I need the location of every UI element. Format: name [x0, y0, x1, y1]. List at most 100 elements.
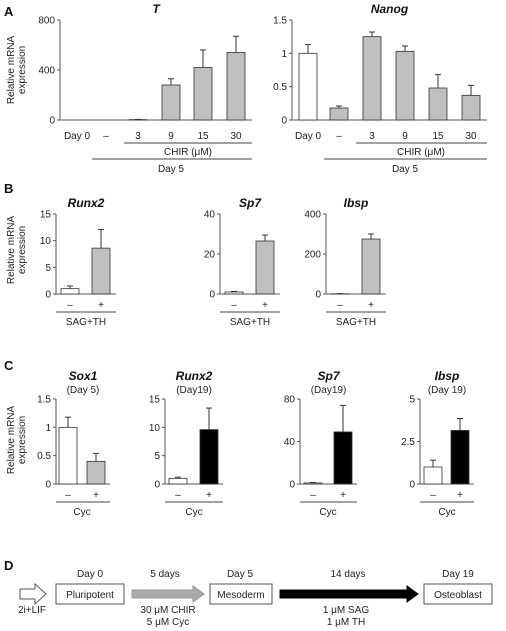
- start-arrow: [19, 582, 47, 606]
- bar: [168, 477, 188, 485]
- bar: [423, 466, 443, 485]
- protocol-diagram: 2i+LIF Day 0 Pluripotent 5 days 30 μM CH…: [18, 569, 493, 628]
- bar: [450, 430, 470, 485]
- chart-runx2-b: 0 5 10 15 Runx2: [40, 196, 116, 301]
- chart-title: Runx2: [176, 369, 213, 383]
- ylabel-a-line2: expression: [17, 46, 28, 94]
- y-tick-label: 0: [154, 480, 160, 491]
- stage-day-2: Day 19: [442, 569, 474, 580]
- step-cond2-0: 5 μM Cyc: [147, 617, 189, 628]
- y-tick-label: 5: [409, 395, 415, 406]
- y-tick-label: 0.5: [37, 451, 51, 462]
- y-tick-label: 10: [149, 423, 161, 434]
- stage-day-1: Day 5: [227, 569, 254, 580]
- chart-ibsp-b: 0 200 400 Ibsp: [304, 196, 386, 301]
- bar: [298, 52, 318, 121]
- y-tick-label: 1.5: [273, 16, 287, 27]
- panel-label-b: B: [4, 181, 13, 196]
- group-label-sox1-c: Cyc: [73, 507, 90, 518]
- step-cond1-1: 1 μM SAG: [323, 605, 370, 616]
- start-condition: 2i+LIF: [18, 605, 46, 616]
- chart-sp7-b: 0 20 40 Sp7: [204, 196, 280, 301]
- y-tick-label: 80: [284, 395, 296, 406]
- bar: [86, 460, 106, 485]
- y-tick-label: 5: [45, 263, 51, 274]
- bar: [226, 52, 246, 121]
- step-duration-1: 14 days: [330, 569, 365, 580]
- chart-sp7-c: 0 40 80 Sp7 (Day19): [284, 369, 357, 491]
- ylabel-a-line1: Relative mRNA: [6, 36, 17, 105]
- bar: [329, 107, 349, 121]
- bar: [224, 291, 244, 295]
- panel-label-a: A: [4, 4, 14, 19]
- y-tick-label: 10: [40, 236, 52, 247]
- bar: [333, 431, 353, 485]
- chart-subtitle: (Day 19): [428, 385, 466, 396]
- chart-sox1-c: 0 0.5 1 1.5 Sox1 (Day 5): [37, 369, 110, 491]
- chart-title: T: [152, 2, 161, 16]
- cat-label-runx2-c-1: –: [175, 490, 181, 501]
- y-tick-label: 200: [304, 250, 321, 261]
- bar: [361, 238, 381, 295]
- cat-label-sp7-c-1: –: [310, 490, 316, 501]
- bar: [255, 240, 275, 295]
- step-cond1-0: 30 μM CHIR: [140, 605, 195, 616]
- chart-title: Ibsp: [344, 196, 369, 210]
- day0-label-t: Day 0: [64, 131, 91, 142]
- group-label-sp7-c: Cyc: [319, 507, 336, 518]
- cat-label-sox1-c-1: –: [65, 490, 71, 501]
- cat-label-ibsp-c-1: –: [430, 490, 436, 501]
- y-tick-label: 1: [45, 423, 51, 434]
- cat-label-sp7-b-1: –: [231, 300, 237, 311]
- bar-charts: 0400800T00.511.5Nanog051015Runx202040Sp7…: [37, 2, 487, 491]
- cat-label-t-2: 3: [135, 131, 141, 142]
- bar: [58, 426, 78, 485]
- day0-label-nanog: Day 0: [295, 131, 322, 142]
- group-label-ibsp-c: Cyc: [438, 507, 455, 518]
- chart-title: Runx2: [68, 196, 105, 210]
- y-tick-label: 40: [284, 437, 296, 448]
- step-arrow-1: [279, 585, 419, 603]
- bar: [362, 36, 382, 121]
- y-tick-label: 1: [281, 49, 287, 60]
- cat-label-sp7-b-2: +: [262, 300, 268, 311]
- chart-t-a: 0 400 800 T: [38, 2, 252, 127]
- y-tick-label: 0.5: [273, 82, 287, 93]
- chart-title: Sp7: [317, 369, 340, 383]
- chart-title: Sox1: [69, 369, 98, 383]
- y-tick-label: 0: [45, 290, 51, 301]
- y-tick-label: 15: [40, 210, 52, 221]
- cat-label-ibsp-b-2: +: [368, 300, 374, 311]
- cat-label-sp7-c-2: +: [340, 490, 346, 501]
- cat-label-runx2-b-2: +: [98, 300, 104, 311]
- cat-label-t-4: 15: [197, 131, 209, 142]
- panel-a-right-annotations: Day 0 – 3 9 15 30 CHIR (μM) Day 5: [295, 131, 487, 175]
- bar: [395, 50, 415, 121]
- stage-box-2: [423, 583, 493, 605]
- cat-label-t-1: –: [103, 131, 109, 142]
- bar: [199, 429, 219, 485]
- cat-label-nanog-5: 30: [465, 131, 477, 142]
- y-tick-label: 0: [209, 290, 215, 301]
- panel-label-d: D: [4, 558, 13, 573]
- bar: [303, 482, 323, 485]
- panel-a-left-annotations: Day 0 – 3 9 15 30 CHIR (μM) Day 5: [64, 131, 252, 175]
- stage-name-0: Pluripotent: [66, 590, 114, 601]
- cat-label-ibsp-b-1: –: [337, 300, 343, 311]
- bar: [428, 87, 448, 121]
- y-tick-label: 2.5: [401, 437, 415, 448]
- bar: [161, 84, 181, 121]
- y-tick-label: 0: [49, 116, 55, 127]
- group-label-nanog: CHIR (μM): [397, 147, 445, 158]
- y-tick-label: 1.5: [37, 395, 51, 406]
- group-label-t: CHIR (μM): [164, 147, 212, 158]
- group-label-runx2-c: Cyc: [185, 507, 202, 518]
- step-cond2-1: 1 μM TH: [327, 617, 365, 628]
- ylabel-b-line2: expression: [17, 226, 28, 274]
- y-tick-label: 0: [315, 290, 321, 301]
- step-duration-0: 5 days: [150, 569, 179, 580]
- ylabel-c-line2: expression: [17, 416, 28, 464]
- chart-subtitle: (Day 5): [67, 385, 100, 396]
- y-tick-label: 0: [281, 116, 287, 127]
